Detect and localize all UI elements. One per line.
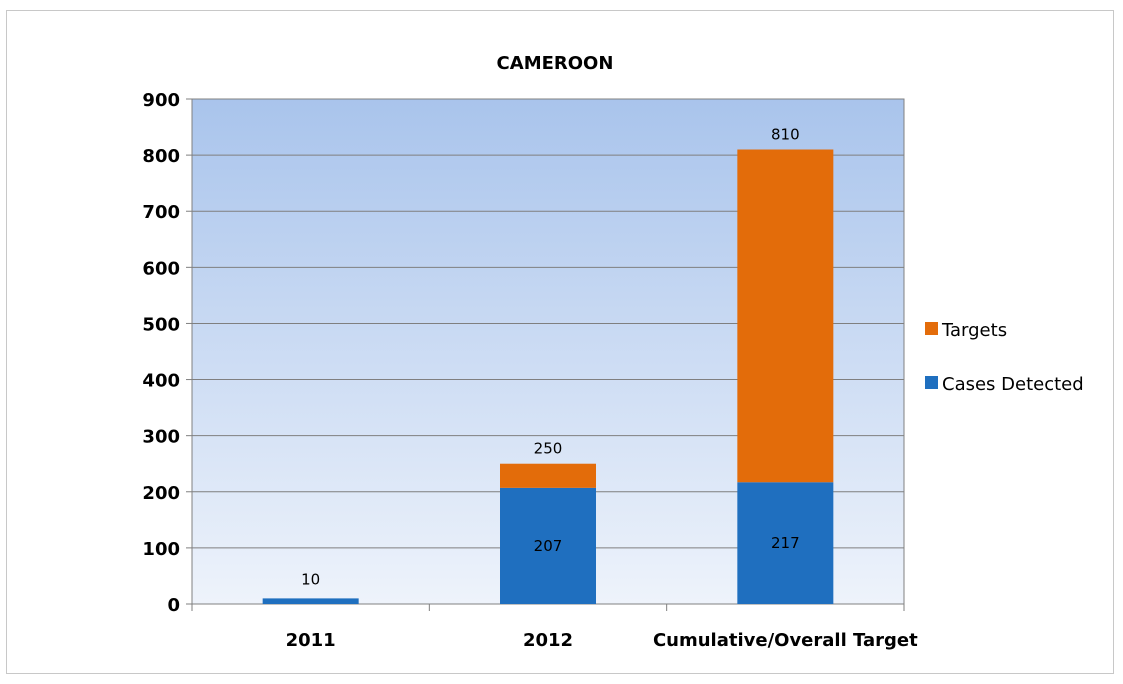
y-tick-label: 800: [142, 146, 180, 167]
data-label: 250: [534, 440, 563, 458]
y-tick-label: 500: [142, 314, 180, 335]
bar-targets: [737, 149, 834, 483]
x-tick-label: 2011: [286, 630, 336, 651]
data-label: 810: [771, 126, 800, 144]
y-tick-label: 600: [142, 258, 180, 279]
x-axis: 2011 2012 Cumulative/Overall Target: [191, 604, 918, 651]
y-tick-label: 400: [142, 371, 180, 392]
y-tick-label: 100: [142, 539, 180, 560]
legend-label: Targets: [941, 320, 1007, 341]
legend-swatch: [925, 376, 938, 389]
bar-targets: [500, 463, 596, 488]
x-tick-label: 2012: [523, 630, 573, 651]
chart-title: CAMEROON: [497, 53, 614, 74]
chart-container: CAMEROON 0 100 200 300 400 500 600 700 800 900 20…: [6, 10, 1114, 674]
y-tick-label: 0: [167, 595, 180, 616]
data-label: 10: [301, 570, 320, 588]
bar-chart: CAMEROON 0 100 200 300 400 500 600 700 800 900 20…: [142, 53, 1084, 651]
y-tick-label: 200: [142, 483, 180, 504]
legend: Targets Cases Detected: [925, 320, 1084, 395]
y-tick-label: 900: [142, 90, 180, 111]
bars: [262, 149, 834, 604]
bar-cases-detected: [262, 598, 359, 604]
data-labels: 10 250 207 810 217: [301, 126, 800, 589]
bar-cases-detected: [500, 487, 596, 604]
y-tick-label: 300: [142, 427, 180, 448]
legend-label: Cases Detected: [942, 374, 1084, 395]
legend-swatch: [925, 322, 938, 335]
x-tick-label: Cumulative/Overall Target: [653, 630, 918, 651]
y-tick-label: 700: [142, 202, 180, 223]
data-label: 207: [534, 537, 563, 555]
y-axis: 0 100 200 300 400 500 600 700 800 900: [142, 90, 192, 616]
bar-cases-detected: [737, 482, 834, 604]
data-label: 217: [771, 534, 800, 552]
